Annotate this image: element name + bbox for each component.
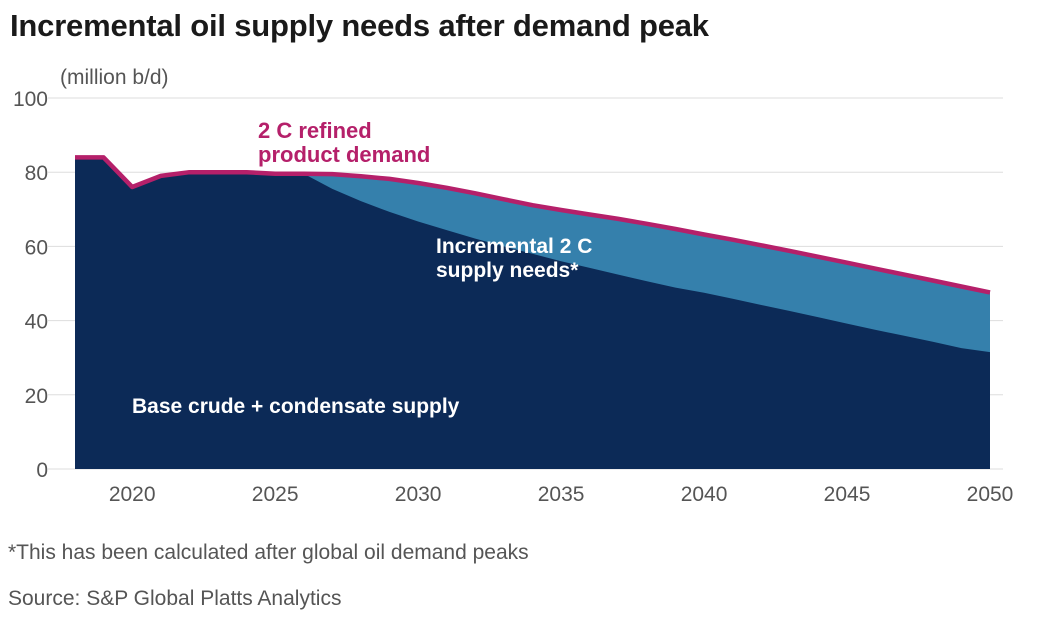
x-tick-label: 2040	[681, 483, 728, 506]
demand-annotation-line-2: product demand	[258, 142, 430, 167]
demand-line	[75, 155, 991, 295]
y-tick-label: 0	[36, 459, 48, 482]
demand-annotation: 2 C refined product demand	[258, 118, 430, 167]
base-supply-area	[75, 157, 990, 469]
x-tick-label: 2030	[395, 483, 442, 506]
x-tick-label: 2020	[109, 483, 156, 506]
y-tick-label: 40	[25, 311, 48, 334]
x-tick-label: 2035	[538, 483, 585, 506]
unit-label: (million b/d)	[60, 66, 169, 89]
chart-title: Incremental oil supply needs after deman…	[10, 8, 709, 43]
x-axis-ticks: 2020 2025 2030 2035 2040 2045 2050	[109, 483, 1014, 506]
y-tick-label: 80	[25, 162, 48, 185]
demand-annotation-line-1: 2 C refined	[258, 118, 372, 143]
area-layer	[75, 155, 991, 469]
base-annotation: Base crude + condensate supply	[132, 395, 460, 418]
source-note: Source: S&P Global Platts Analytics	[8, 587, 342, 610]
x-tick-label: 2025	[252, 483, 299, 506]
y-tick-label: 100	[13, 88, 48, 111]
incremental-annotation-line-2: supply needs*	[436, 259, 579, 282]
x-tick-label: 2050	[967, 483, 1014, 506]
y-axis-ticks: 0 20 40 60 80 100	[13, 88, 48, 482]
y-tick-label: 20	[25, 385, 48, 408]
y-tick-label: 60	[25, 236, 48, 259]
footnote: *This has been calculated after global o…	[8, 541, 529, 564]
incremental-annotation: Incremental 2 C supply needs*	[436, 235, 598, 282]
x-tick-label: 2045	[824, 483, 871, 506]
incremental-annotation-line-1: Incremental 2 C	[436, 235, 592, 258]
